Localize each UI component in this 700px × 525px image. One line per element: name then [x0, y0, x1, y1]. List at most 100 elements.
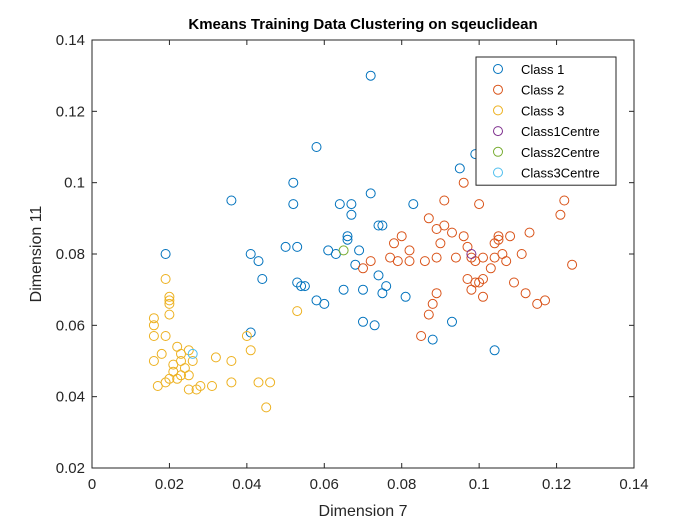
marker-series-3-point-31: [226, 356, 237, 366]
marker-series-2-point-14: [431, 288, 442, 299]
marker-series-2-point-20: [447, 227, 457, 238]
marker-series-1-point-4: [253, 256, 264, 267]
marker-series-1-point-5: [257, 274, 268, 284]
marker-series-2-point-33: [478, 274, 488, 284]
marker-series-3-point-13: [164, 309, 175, 320]
x-axis-label: Dimension 7: [319, 503, 408, 520]
legend-label: Class1Centre: [521, 124, 600, 139]
marker-series-3-point-10: [164, 291, 175, 302]
marker-series-2-point-12: [423, 309, 434, 320]
axes: 0 0.02 0.04 0.06 0.08 0.1 0.12 0.140.020.040.06…: [56, 32, 649, 493]
marker-series-3-point-12: [164, 298, 175, 309]
marker-series-2-point-35: [485, 263, 496, 274]
marker-series-1-point-9: [288, 177, 299, 188]
marker-series-1-point-33: [373, 220, 384, 231]
y-tick-label: 0.04: [56, 389, 85, 406]
legend-label: Class3Centre: [521, 166, 600, 181]
legend-marker: [493, 146, 503, 157]
y-tick-label: 0.06: [56, 317, 85, 334]
marker-series-3-point-32: [226, 377, 237, 388]
marker-series-3-point-36: [261, 402, 272, 413]
marker-series-1-point-21: [342, 234, 353, 245]
marker-series-2-point-11: [423, 213, 434, 224]
marker-series-1-point-3: [245, 249, 256, 259]
marker-series-2-point-4: [389, 238, 399, 249]
legend-label: Class2Centre: [521, 145, 600, 160]
marker-series-2-point-49: [555, 209, 566, 220]
marker-series-1-point-31: [369, 320, 380, 331]
legend-marker: [493, 105, 503, 116]
y-tick-label: 0.1: [64, 175, 85, 192]
legend-marker: [493, 64, 503, 74]
marker-series-1-point-2: [226, 195, 237, 206]
marker-series-3-point-11: [164, 295, 175, 306]
marker-series-3-point-25: [183, 384, 194, 395]
marker-series-3-point-33: [241, 331, 252, 341]
x-tick-label: 0.08: [387, 476, 416, 493]
legend: Class 1 Class 2 Class 3 Class1Centre Class2C…: [475, 56, 617, 186]
marker-series-1-point-30: [365, 188, 376, 199]
marker-series-2-point-9: [416, 331, 427, 341]
marker-series-3-point-7: [160, 274, 171, 284]
marker-series-1-point-19: [334, 199, 345, 210]
legend-label: Class 1: [521, 62, 564, 77]
marker-series-3-point-2: [148, 320, 159, 331]
data-markers: [148, 70, 578, 413]
marker-series-2-point-51: [567, 259, 578, 270]
marker-series-2-point-50: [559, 195, 570, 206]
marker-series-1-point-39: [427, 334, 438, 345]
marker-series-2-point-21: [450, 252, 461, 263]
marker-series-3-point-29: [207, 381, 217, 391]
marker-series-1-point-27: [358, 316, 368, 327]
marker-series-2-point-18: [439, 195, 450, 206]
marker-series-2-point-10: [419, 256, 430, 267]
marker-series-2-point-19: [439, 220, 450, 231]
marker-series-2-point-30: [474, 199, 485, 210]
marker-series-2-point-6: [396, 231, 407, 242]
marker-series-6-point-1: [187, 348, 198, 359]
marker-series-1-point-38: [408, 199, 419, 210]
marker-series-5-point-1: [338, 245, 349, 256]
marker-series-1-point-26: [354, 245, 365, 256]
marker-series-2-point-46: [524, 227, 535, 238]
marker-series-1-point-29: [365, 70, 376, 81]
marker-series-2-point-44: [516, 249, 527, 259]
marker-series-2-point-41: [501, 256, 512, 267]
x-tick-label: 0.04: [232, 476, 261, 493]
marker-series-2-point-13: [427, 298, 438, 309]
y-tick-label: 0.08: [56, 246, 85, 263]
marker-series-3-point-24: [183, 370, 194, 381]
marker-series-1-point-10: [292, 241, 303, 252]
marker-series-1-point-41: [454, 163, 465, 174]
marker-series-1-point-8: [288, 199, 299, 210]
marker-series-2-point-27: [466, 252, 477, 263]
legend-box: [475, 56, 617, 186]
marker-series-3-point-38: [292, 306, 303, 317]
marker-series-4-point-1: [466, 249, 477, 259]
x-tick-label: 0.1: [469, 476, 490, 493]
marker-series-2-point-38: [493, 231, 504, 242]
marker-series-2-point-8: [404, 256, 415, 267]
marker-series-1-point-34: [377, 220, 388, 231]
marker-series-2-point-39: [493, 234, 504, 245]
marker-series-1-point-13: [299, 281, 310, 292]
marker-series-3-point-8: [160, 331, 171, 341]
marker-series-3-point-1: [148, 313, 159, 324]
marker-series-1-point-20: [342, 231, 353, 242]
marker-series-3-point-30: [210, 352, 221, 363]
legend-label: Class 3: [521, 103, 564, 118]
marker-series-3-point-3: [148, 331, 159, 341]
marker-series-1-point-40: [447, 316, 457, 327]
x-tick-label: 0.06: [310, 476, 339, 493]
marker-series-2-point-16: [431, 252, 442, 263]
marker-series-2-point-31: [474, 277, 485, 288]
marker-series-1-point-6: [245, 327, 256, 338]
marker-series-1-point-43: [489, 345, 500, 356]
marker-series-3-point-37: [265, 377, 276, 388]
chart-title: Kmeans Training Data Clustering on sqeuc…: [188, 16, 537, 33]
marker-series-3-point-6: [156, 348, 167, 359]
marker-series-3-point-26: [187, 356, 198, 366]
marker-series-3-point-34: [245, 345, 256, 356]
marker-series-2-point-34: [478, 252, 488, 263]
